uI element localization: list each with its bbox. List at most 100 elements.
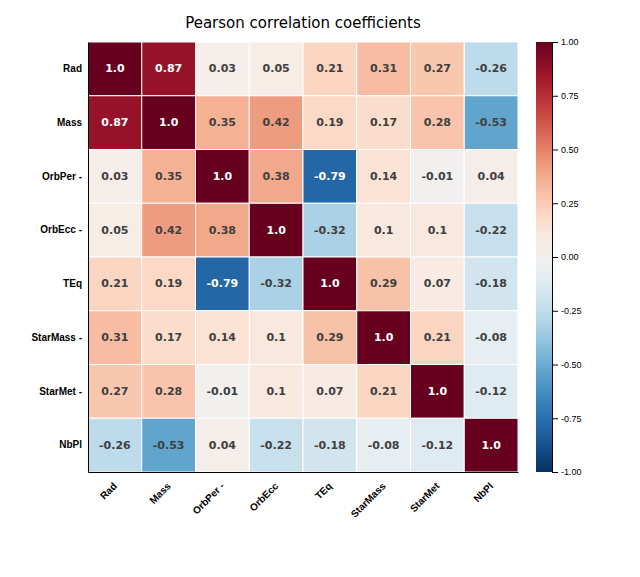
tick: 1.00 <box>552 37 579 47</box>
tick: StarMet <box>408 472 442 514</box>
tick-label: StarMass - <box>31 332 82 343</box>
cell <box>411 257 465 311</box>
tick: Rad <box>63 63 88 74</box>
cell <box>142 150 196 204</box>
cell <box>196 418 250 472</box>
cell <box>196 42 250 96</box>
cell <box>142 203 196 257</box>
title: Pearson correlation coefficients <box>185 14 421 32</box>
tick-label: 1.00 <box>561 37 579 47</box>
cell <box>357 257 411 311</box>
cell <box>249 418 303 472</box>
tick: OrbEcc - <box>40 224 88 235</box>
x-axis: RadMassOrbPer -OrbEccTEqStarMassStarMetN… <box>89 472 519 520</box>
cell-label: 0.21 <box>424 331 451 344</box>
tick-label: Rad <box>63 63 82 74</box>
cell-label: 1.0 <box>428 385 448 398</box>
cell-label: 0.87 <box>155 62 182 75</box>
cell <box>249 150 303 204</box>
cell-label: 0.05 <box>263 62 290 75</box>
tick: -1.00 <box>552 467 582 477</box>
tick-mark <box>552 42 558 43</box>
tick-label: OrbEcc <box>247 480 280 513</box>
cell <box>357 150 411 204</box>
cell <box>357 42 411 96</box>
cell <box>303 203 357 257</box>
cell <box>303 311 357 365</box>
cell-label: 0.07 <box>424 277 451 290</box>
cell <box>464 203 518 257</box>
cell-label: 0.04 <box>478 170 505 183</box>
cell-label: 0.1 <box>266 331 286 344</box>
cell-label: -0.53 <box>475 116 507 129</box>
tick-label: -0.25 <box>561 306 582 316</box>
cell <box>303 150 357 204</box>
tick-label: StarMet - <box>39 386 82 397</box>
tick-mark <box>552 472 558 473</box>
cell <box>357 418 411 472</box>
cell-label: 0.27 <box>101 385 128 398</box>
tick-label: NbPl <box>59 439 82 450</box>
cell <box>411 365 465 419</box>
cell-label: 0.21 <box>316 62 343 75</box>
tick: -0.25 <box>552 306 582 316</box>
tick: NbPl <box>59 439 88 450</box>
cell-label: 1.0 <box>481 439 501 452</box>
tick-label: -0.50 <box>561 360 582 370</box>
cell-label: 0.38 <box>263 170 290 183</box>
tick-label: NbPl <box>471 480 495 504</box>
tick-label: 0.50 <box>561 145 579 155</box>
tick-label: TEq <box>63 278 82 289</box>
cell-label: 0.27 <box>424 62 451 75</box>
tick: 0.25 <box>552 199 579 209</box>
cell <box>249 257 303 311</box>
cell-label: 0.05 <box>101 224 128 237</box>
chart: 1.00.870.030.050.210.310.27-0.260.871.00… <box>0 0 640 577</box>
cell-label: 0.28 <box>424 116 451 129</box>
cell-label: 1.0 <box>320 277 340 290</box>
tick: NbPl <box>471 472 495 504</box>
cell <box>464 96 518 150</box>
cell <box>88 96 142 150</box>
cell-label: 0.14 <box>370 170 397 183</box>
tick: OrbPer - <box>190 472 226 516</box>
cell <box>88 257 142 311</box>
tick: TEq <box>63 278 88 289</box>
cell-label: -0.01 <box>422 170 454 183</box>
cell-label: -0.26 <box>99 439 131 452</box>
cell <box>357 96 411 150</box>
cell-label: 1.0 <box>105 62 125 75</box>
cell-label: 1.0 <box>213 170 233 183</box>
cell-label: 0.1 <box>374 224 394 237</box>
cell-label: -0.79 <box>207 277 239 290</box>
cell <box>303 42 357 96</box>
tick-mark <box>552 203 558 204</box>
cell <box>196 150 250 204</box>
cell <box>142 42 196 96</box>
tick: OrbPer - <box>42 171 88 182</box>
tick-mark <box>552 150 558 151</box>
cell <box>196 257 250 311</box>
cell <box>411 418 465 472</box>
tick-label: -1.00 <box>561 467 582 477</box>
cell <box>88 203 142 257</box>
cell <box>357 365 411 419</box>
tick-label: -0.75 <box>561 414 582 424</box>
tick-label: 0.00 <box>561 252 579 262</box>
cell <box>411 150 465 204</box>
cell <box>88 150 142 204</box>
tick-label: Rad <box>98 480 119 501</box>
tick-mark <box>552 418 558 419</box>
tick: 0.75 <box>552 91 579 101</box>
cell-label: -0.32 <box>314 224 346 237</box>
cell-label: 0.21 <box>101 277 128 290</box>
cell-label: 0.03 <box>101 170 128 183</box>
cell-label: -0.22 <box>260 439 292 452</box>
colorbar <box>536 42 552 472</box>
cell <box>142 96 196 150</box>
tick-mark <box>552 257 558 258</box>
cell <box>249 42 303 96</box>
cell <box>411 311 465 365</box>
cell <box>196 365 250 419</box>
tick: TEq <box>313 472 334 501</box>
